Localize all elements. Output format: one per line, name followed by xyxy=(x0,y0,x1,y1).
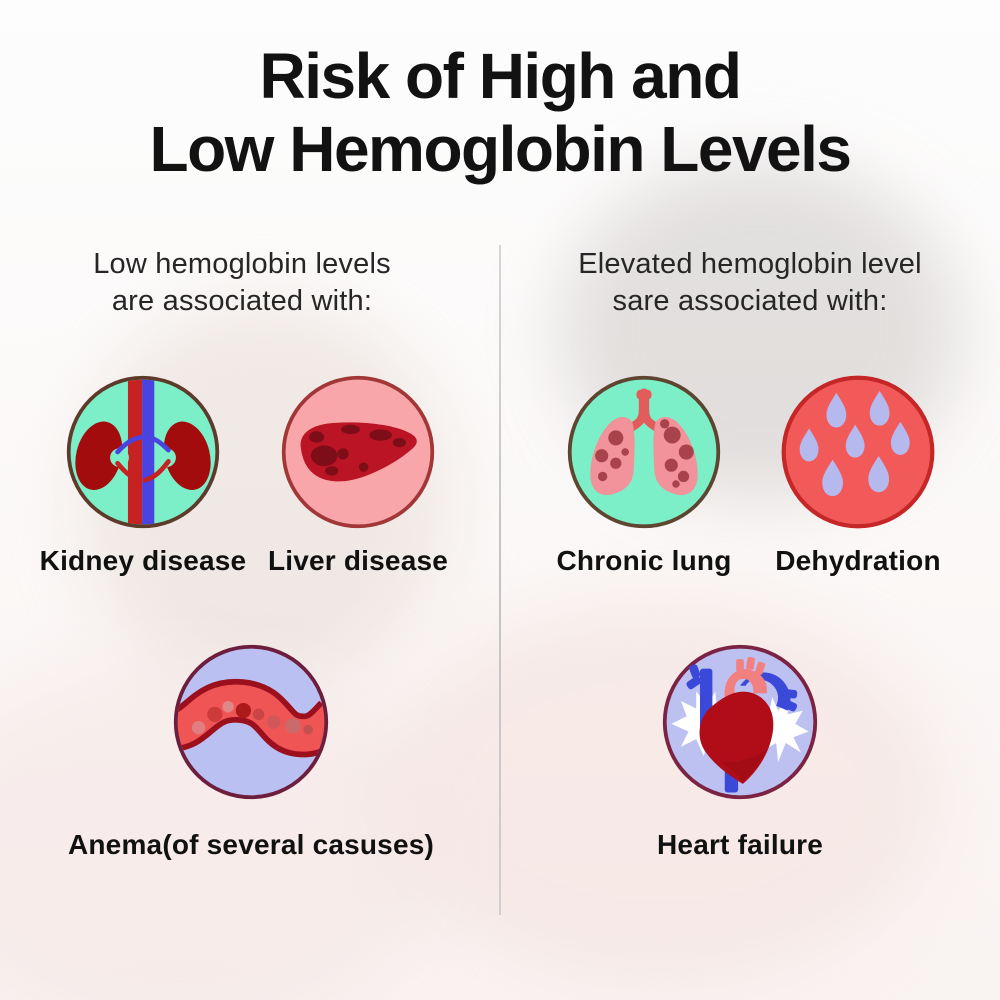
figure-label-chronic-lung: Chronic lung xyxy=(556,545,732,576)
figure-kidney-disease: Kidney disease xyxy=(0,373,343,577)
figure-label-kidney: Kidney disease xyxy=(39,545,247,576)
blood-vessel-icon xyxy=(173,644,329,800)
lungs-icon xyxy=(567,375,721,529)
liver-icon xyxy=(281,375,435,529)
page-title-line2: Low Hemoglobin Levels xyxy=(149,113,852,185)
page-title: Risk of High and Low Hemoglobin Levels xyxy=(0,40,1000,186)
figure-label-liver: Liver disease xyxy=(267,545,449,576)
figure-label-heart-failure: Heart failure xyxy=(657,829,823,860)
column-divider xyxy=(499,245,501,915)
figure-label-dehydration: Dehydration xyxy=(775,545,941,576)
figure-dehydration: Dehydration xyxy=(658,373,1000,577)
heart-icon xyxy=(662,644,818,800)
column-heading-high: Elevated hemoglobin level sare associate… xyxy=(578,248,922,317)
figure-anemia: Anema(of several casuses) xyxy=(51,642,451,861)
kidney-icon xyxy=(66,375,220,529)
figure-liver-disease: Liver disease xyxy=(158,373,558,577)
figure-label-anemia: Anema(of several casuses) xyxy=(67,829,435,860)
page-title-line1: Risk of High and xyxy=(259,40,742,112)
column-heading-low: Low hemoglobin levels are associated wit… xyxy=(93,248,391,317)
figure-chronic-lung: Chronic lung xyxy=(444,373,844,577)
figure-heart-failure: Heart failure xyxy=(540,642,940,861)
water-drops-icon xyxy=(781,375,935,529)
